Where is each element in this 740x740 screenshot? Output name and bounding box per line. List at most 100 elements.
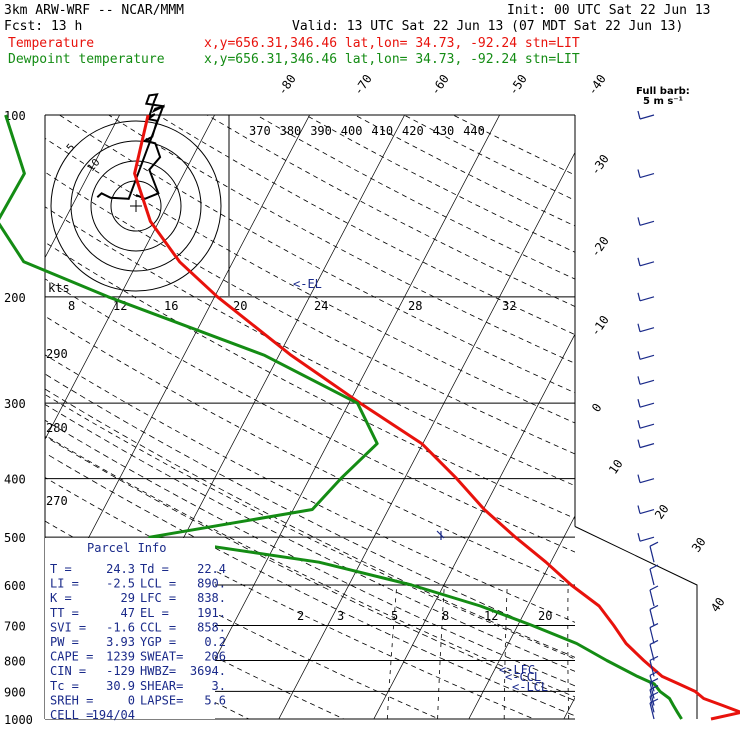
theta-label: 440 — [463, 124, 485, 138]
pressure-label: 200 — [4, 291, 26, 305]
mixing-ratio-line — [623, 585, 627, 719]
wind-barb — [649, 698, 659, 720]
hodograph-speed-label: 8 — [68, 299, 75, 313]
parcel-row-key: SREH = — [50, 693, 93, 707]
parcel-row-value: 890. — [197, 577, 226, 591]
legend-dewpoint-label: Dewpoint temperature — [8, 52, 165, 67]
parcel-row-key: TT = — [50, 606, 79, 620]
parcel-row-key: HWBZ= — [140, 664, 176, 678]
temperature-location: x,y=656.31,346.46 lat,lon= 34.73, -92.24… — [204, 36, 580, 51]
parcel-row-key: LFC = — [140, 591, 176, 605]
wind-barb-staff — [649, 627, 655, 644]
hodograph-speed-label: 28 — [408, 299, 422, 313]
isotherm-label: -40 — [585, 72, 609, 98]
wind-barb-flag — [637, 399, 641, 408]
dry-adiabat — [59, 115, 575, 394]
lcl-marker: <-LCL — [512, 680, 548, 694]
isotherm-line — [45, 115, 310, 622]
pressure-label: 100 — [4, 109, 26, 123]
wind-barb-staff — [649, 702, 655, 720]
wind-barb — [637, 533, 655, 542]
dry-adiabat — [45, 315, 575, 588]
wind-barb-flag — [637, 351, 641, 360]
wind-barb-staff — [649, 644, 655, 661]
wind-barb-flag — [637, 292, 641, 301]
wind-barb — [649, 564, 659, 586]
wind-barb-flag — [637, 505, 641, 514]
parcel-row-key: SHEAR= — [140, 679, 183, 693]
pressure-label: 500 — [4, 531, 26, 545]
dry-adiabat — [354, 115, 575, 227]
isotherm-line — [278, 151, 575, 719]
hodograph-ring-label: 10 — [86, 157, 103, 174]
wind-barb-staff — [639, 354, 655, 360]
barb-legend-title: Full barb: — [636, 86, 690, 97]
dry-adiabat — [45, 206, 575, 487]
parcel-row-value: 3. — [212, 679, 226, 693]
isotherm-label: -20 — [588, 234, 612, 260]
hodograph-speed-label: 24 — [314, 299, 328, 313]
wind-barb — [649, 691, 659, 713]
wind-barb — [637, 292, 655, 302]
dry-adiabat — [206, 115, 575, 307]
wind-barb — [649, 678, 659, 699]
wind-barb-flag — [649, 691, 659, 697]
wind-barb-flag — [637, 376, 641, 385]
mixing-ratio-line — [437, 584, 445, 719]
wind-barb — [649, 685, 659, 706]
parcel-row-value: 5.6 — [204, 693, 226, 707]
isotherm-label: -30 — [588, 152, 612, 178]
dry-adiabat — [45, 354, 575, 623]
parcel-row-value: 1239 — [106, 650, 135, 664]
theta-left-label: 290 — [46, 347, 68, 361]
theta-label: 410 — [371, 124, 393, 138]
wind-barb-flag — [637, 533, 641, 542]
parcel-row-value: 29 — [121, 591, 135, 605]
isotherm-line — [652, 102, 740, 732]
wind-barb-flag — [649, 564, 659, 570]
pressure-label: 300 — [4, 397, 26, 411]
wind-barb-flag — [649, 541, 659, 547]
pressure-label: 400 — [4, 473, 26, 487]
parcel-row-key: SVI = — [50, 620, 86, 634]
parcel-row-key: Td = — [140, 562, 169, 576]
plot-right-slant-border — [574, 526, 698, 719]
wind-barb-staff — [639, 172, 655, 179]
wind-barb-staff — [649, 682, 655, 699]
pressure-label: 700 — [4, 619, 26, 633]
theta-label: 380 — [280, 124, 302, 138]
wind-barb — [637, 439, 655, 449]
isotherm-label: 40 — [708, 595, 728, 615]
isotherm-label: 20 — [652, 502, 672, 522]
parcel-row-value: 194/04 — [92, 708, 135, 722]
parcel-row-value: -129 — [106, 664, 135, 678]
moist-adiabat — [45, 419, 575, 687]
wind-barb — [637, 420, 655, 429]
wind-barb-flag — [649, 685, 659, 691]
parcel-row-value: -2.5 — [106, 577, 135, 591]
wind-barb-flag — [649, 655, 659, 661]
mixing-ratio-label: 5 — [391, 609, 398, 623]
wind-barb — [649, 623, 659, 644]
wind-barb-flag — [637, 110, 641, 120]
wind-barb-flag — [637, 217, 641, 226]
wind-barb-staff — [639, 379, 655, 385]
mixing-ratio-label: 20 — [538, 609, 552, 623]
theta-label: 400 — [341, 124, 363, 138]
hodograph-speed-label: 16 — [164, 299, 178, 313]
wind-barb-staff — [639, 296, 655, 302]
moist-adiabat — [45, 373, 575, 644]
wind-barb — [637, 323, 655, 333]
dry-adiabat — [45, 394, 575, 660]
wind-barb-flag — [637, 257, 641, 266]
wind-barb-staff — [639, 443, 655, 449]
wind-barb-staff — [649, 589, 655, 607]
wind-barb — [637, 217, 655, 226]
theta-left-label: 280 — [46, 421, 68, 435]
wind-barb — [637, 257, 655, 267]
hodograph-ring-label: 5 — [65, 142, 78, 154]
dewpoint-location: x,y=656.31,346.46 lat,lon= 34.73, -92.24… — [204, 52, 580, 67]
parcel-row-key: LCL = — [140, 577, 176, 591]
parcel-row-value: 30.9 — [106, 679, 135, 693]
